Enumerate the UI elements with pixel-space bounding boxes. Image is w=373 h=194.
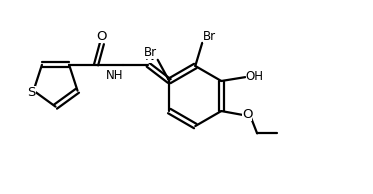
Text: N: N [145, 50, 154, 63]
Text: O: O [97, 30, 107, 43]
Text: OH: OH [246, 70, 264, 83]
Text: Br: Br [203, 30, 216, 43]
Text: S: S [28, 86, 36, 99]
Text: NH: NH [106, 69, 123, 82]
Text: O: O [242, 108, 253, 121]
Text: Br: Br [144, 46, 157, 59]
